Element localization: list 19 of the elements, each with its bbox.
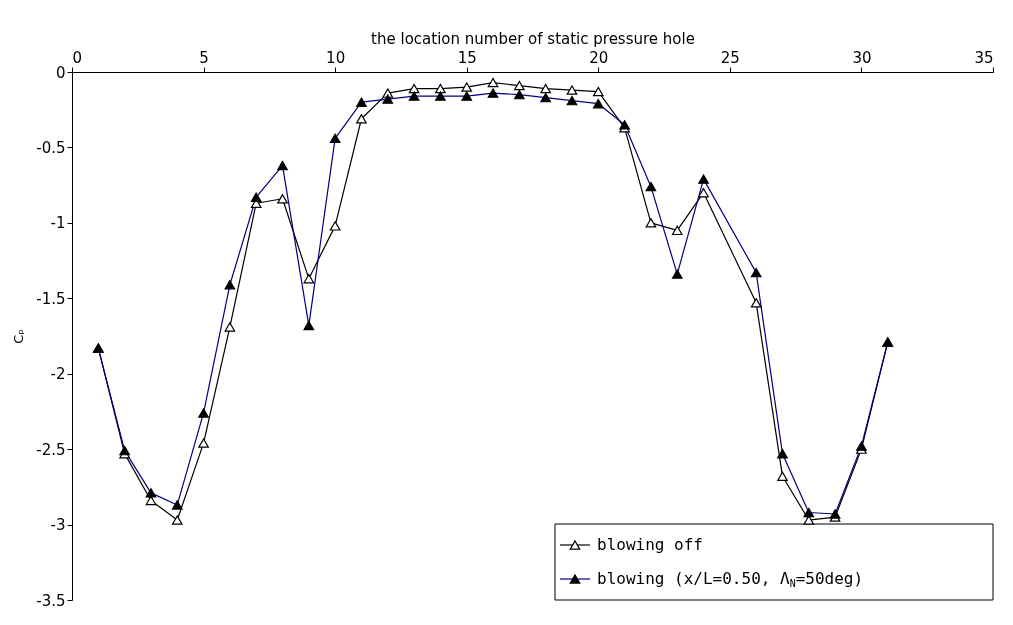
x-tick-label: 5 [199, 48, 209, 67]
y-tick-label: -1 [50, 214, 66, 233]
x-tick-label: 20 [589, 48, 609, 67]
x-tick-label: 15 [457, 48, 477, 67]
x-tick-label: 0 [72, 48, 83, 67]
y-tick-label: -3.5 [36, 591, 66, 610]
y-tick-label: -0.5 [36, 138, 66, 157]
y-tick-label: 0 [55, 63, 66, 82]
y-tick-label: -1.5 [36, 289, 66, 308]
x-tick-label: 10 [326, 48, 346, 67]
y-tick-label: -3 [50, 516, 66, 535]
y-tick-label: -2.5 [36, 440, 66, 459]
x-tick-label: 30 [852, 48, 872, 67]
x-axis-title: the location number of static pressure hole [371, 29, 695, 48]
x-tick-label: 35 [974, 48, 994, 67]
y-tick-label: -2 [50, 365, 66, 384]
legend-label: blowing off [597, 535, 703, 554]
x-tick-label: 25 [720, 48, 740, 67]
y-axis-title: Cₚ [11, 329, 27, 344]
